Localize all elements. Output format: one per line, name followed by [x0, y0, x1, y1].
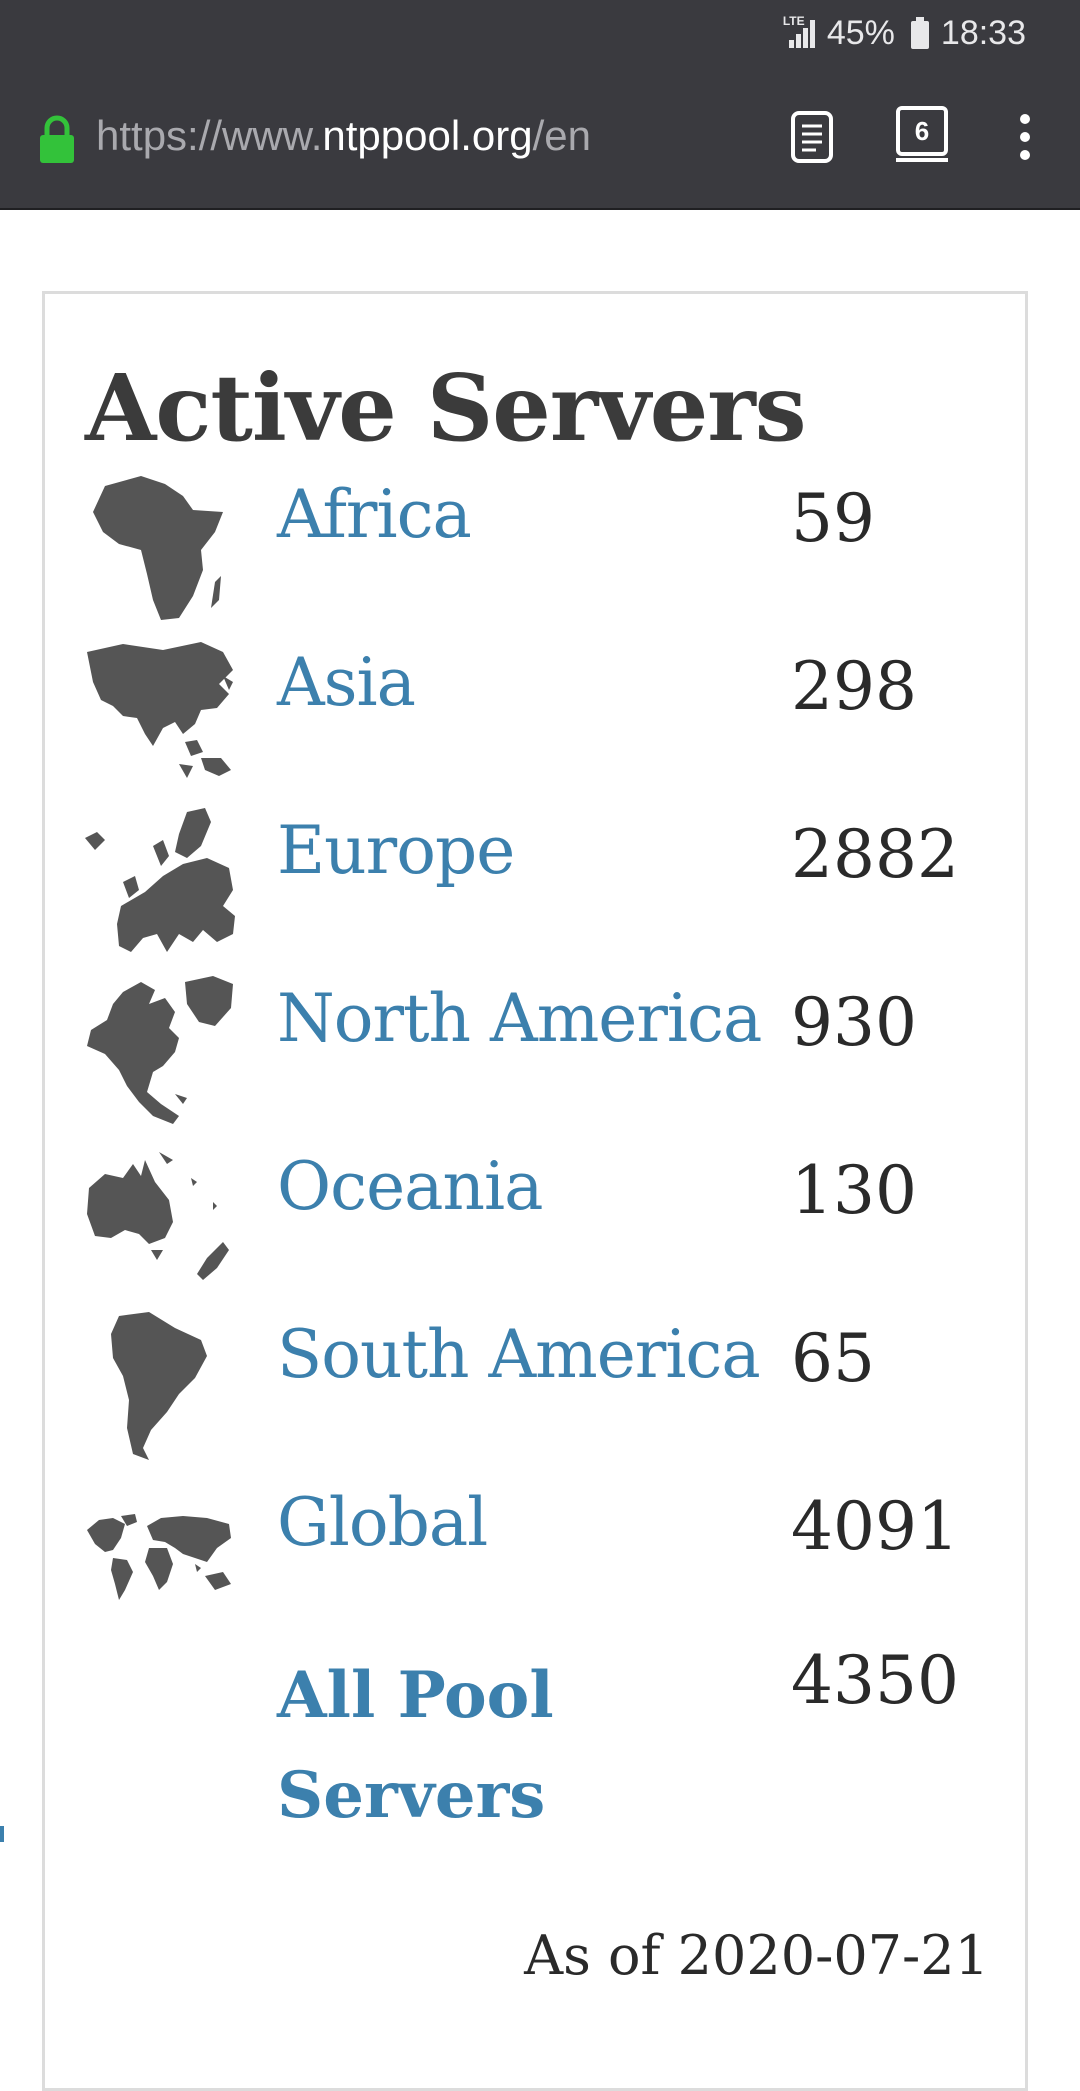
region-link-asia[interactable]: Asia — [277, 644, 416, 721]
url-scheme: https://www. — [96, 112, 323, 159]
battery-percent: 45% — [826, 13, 895, 52]
north-america-map-icon — [87, 976, 233, 1124]
europe-map-icon — [85, 808, 235, 952]
region-count-south-america: 65 — [791, 1320, 875, 1397]
all-pool-servers-link[interactable]: All Pool Servers — [277, 1658, 554, 1833]
edge-marker — [0, 1826, 4, 1842]
region-count-global: 4091 — [791, 1488, 959, 1565]
menu-icon[interactable] — [1016, 114, 1034, 164]
battery-icon — [910, 17, 929, 49]
network-type: LTE — [782, 14, 805, 28]
browser-toolbar: https://www.ntppool.org/en 6 — [0, 66, 1080, 210]
region-link-europe[interactable]: Europe — [277, 812, 515, 889]
signal-icon: LTE — [782, 14, 817, 50]
all-pool-servers-count: 4350 — [791, 1642, 959, 1719]
tab-count: 6 — [896, 106, 948, 156]
region-count-oceania: 130 — [791, 1152, 917, 1229]
region-count-asia: 298 — [791, 648, 917, 725]
card-title: Active Servers — [85, 354, 807, 462]
url-host: ntppool.org — [322, 112, 533, 159]
url-bar[interactable]: https://www.ntppool.org/en — [96, 112, 591, 160]
region-count-africa: 59 — [791, 480, 875, 557]
reader-mode-icon[interactable] — [790, 110, 834, 164]
region-count-europe: 2882 — [791, 816, 959, 893]
region-link-global[interactable]: Global — [277, 1484, 488, 1561]
as-of-date: As of 2020-07-21 — [524, 1924, 989, 1987]
active-servers-card: Active Servers Africa 59 Asia 298 Europ — [42, 291, 1028, 2091]
region-link-africa[interactable]: Africa — [277, 476, 472, 553]
region-link-oceania[interactable]: Oceania — [277, 1148, 543, 1225]
clock: 18:33 — [940, 13, 1026, 52]
status-bar: LTE 45% 18:33 — [0, 0, 1080, 66]
region-link-north-america[interactable]: North America — [277, 980, 762, 1057]
region-count-north-america: 930 — [791, 984, 917, 1061]
oceania-map-icon — [87, 1152, 229, 1280]
africa-map-icon — [93, 476, 223, 620]
region-link-south-america[interactable]: South America — [277, 1316, 761, 1393]
lock-icon — [40, 115, 74, 163]
world-map-icon — [87, 1514, 231, 1600]
url-path: /en — [532, 112, 591, 159]
south-america-map-icon — [111, 1312, 207, 1460]
asia-map-icon — [87, 642, 233, 778]
tabs-icon[interactable]: 6 — [896, 106, 948, 162]
